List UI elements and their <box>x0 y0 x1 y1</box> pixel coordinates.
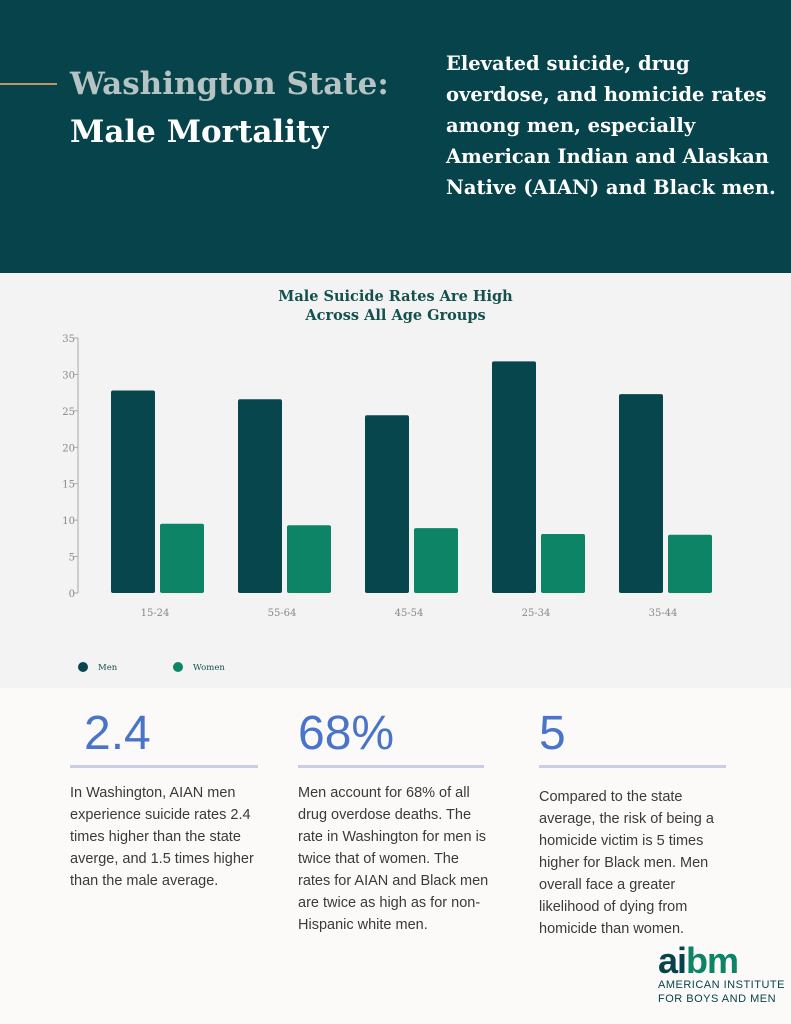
bar-women-35-44 <box>668 534 712 593</box>
bar-men-15-24 <box>111 390 155 593</box>
stat-divider <box>70 765 258 768</box>
logo-line2: FOR BOYS AND MEN <box>658 993 777 1005</box>
stat-card-3: 5 Compared to the state average, the ris… <box>539 706 729 940</box>
y-tick-label: 25 <box>62 407 75 418</box>
bar-men-55-64 <box>238 399 282 593</box>
bar-women-15-24 <box>160 523 204 593</box>
chart-title: Male Suicide Rates Are High Across All A… <box>0 287 791 325</box>
y-tick-label: 30 <box>62 370 75 381</box>
legend-marker-women <box>173 662 183 672</box>
legend-label-women: Women <box>193 663 225 673</box>
page-title-line2: Male Mortality <box>70 114 329 150</box>
bar-men-35-44 <box>619 394 663 593</box>
bar-men-45-54 <box>365 415 409 593</box>
page-subtitle: Elevated suicide, drug overdose, and hom… <box>446 52 776 199</box>
chart-title-line1: Male Suicide Rates Are High <box>278 288 513 305</box>
logo-bm: bm <box>686 940 739 981</box>
legend-label-men: Men <box>98 663 118 673</box>
y-tick-label: 35 <box>62 334 75 345</box>
bar-men-25-34 <box>492 361 536 593</box>
stat-card-2: 68% Men account for 68% of all drug over… <box>298 706 494 936</box>
stat-text: Men account for 68% of all drug overdose… <box>298 785 489 933</box>
bar-women-45-54 <box>414 528 458 593</box>
logo-ai: ai <box>658 940 687 981</box>
logo-line1: AMERICAN INSTITUTE <box>658 979 785 991</box>
stat-divider <box>298 765 484 768</box>
bar-women-25-34 <box>541 533 585 593</box>
legend-marker-men <box>78 662 88 672</box>
y-tick-label: 5 <box>69 553 75 564</box>
y-tick-label: 20 <box>62 443 75 454</box>
y-tick-label: 10 <box>62 516 75 527</box>
x-tick-label: 55-64 <box>268 608 297 619</box>
logo-wordmark: aibm <box>658 943 785 979</box>
y-tick-label: 0 <box>69 589 75 600</box>
bar-women-55-64 <box>287 525 331 593</box>
stat-value: 5 <box>539 707 566 760</box>
page-title-line1: Washington State: <box>70 66 389 102</box>
aibm-logo: aibm AMERICAN INSTITUTE FOR BOYS AND MEN <box>658 943 785 1006</box>
x-tick-label: 35-44 <box>649 608 678 619</box>
stat-divider <box>539 765 726 768</box>
x-tick-label: 15-24 <box>141 608 170 619</box>
x-tick-label: 25-34 <box>522 608 551 619</box>
stat-value: 68% <box>298 707 395 760</box>
y-tick-label: 15 <box>62 480 75 491</box>
header-banner: Washington State: Male Mortality Elevate… <box>0 0 791 273</box>
stat-value: 2.4 <box>84 707 151 760</box>
x-tick-label: 45-54 <box>395 608 424 619</box>
stat-text: Compared to the state average, the risk … <box>539 789 714 937</box>
chart-title-line2: Across All Age Groups <box>305 307 486 324</box>
bar-chart: 0 5 10 15 20 25 30 35 15-24 55-64 45-54 25-34 35-44 M… <box>62 334 712 673</box>
accent-rule <box>0 83 57 85</box>
stat-card-1: 2.4 In Washington, AIAN men experience s… <box>70 706 258 892</box>
stat-text: In Washington, AIAN men experience suici… <box>70 785 254 889</box>
